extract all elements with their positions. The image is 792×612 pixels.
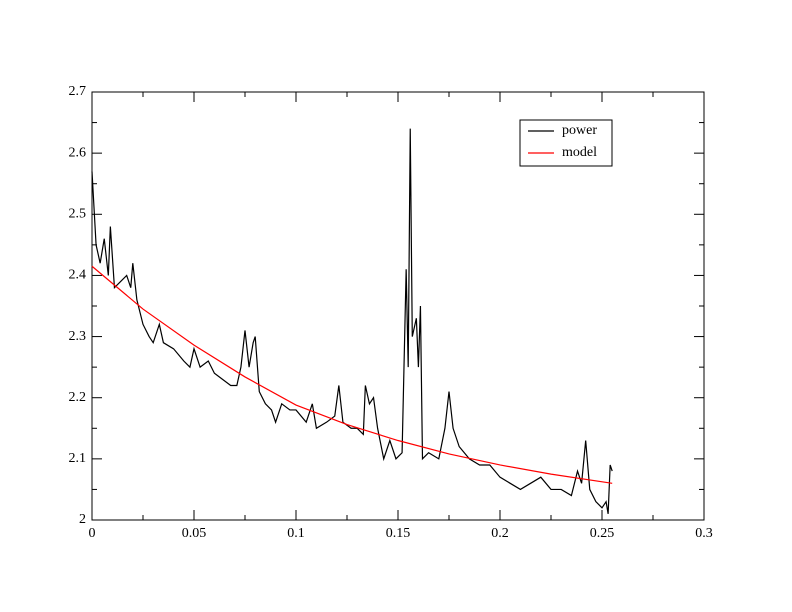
x-tick-label: 0.25 (590, 526, 615, 541)
legend-box (519, 119, 613, 167)
y-tick-label: 2.6 (69, 145, 87, 160)
series-line (91, 265, 613, 484)
y-tick-label: 2.7 (69, 84, 87, 99)
x-tick-label: 0.15 (386, 526, 411, 541)
legend-label: model (562, 145, 597, 160)
y-tick-label: 2.3 (69, 329, 87, 344)
y-tick-label: 2 (79, 512, 86, 527)
y-tick-label: 2.5 (69, 207, 87, 222)
x-tick-label: 0.2 (491, 526, 509, 541)
x-tick-label: 0 (89, 526, 96, 541)
x-tick-label: 0.3 (695, 526, 713, 541)
x-tick-label: 0.1 (287, 526, 305, 541)
x-tick-label: 0.05 (182, 526, 207, 541)
y-tick-label: 2.1 (69, 451, 87, 466)
y-tick-label: 2.2 (69, 390, 87, 405)
legend-label: power (562, 123, 597, 138)
y-tick-label: 2.4 (69, 268, 87, 283)
series-line (91, 128, 613, 514)
